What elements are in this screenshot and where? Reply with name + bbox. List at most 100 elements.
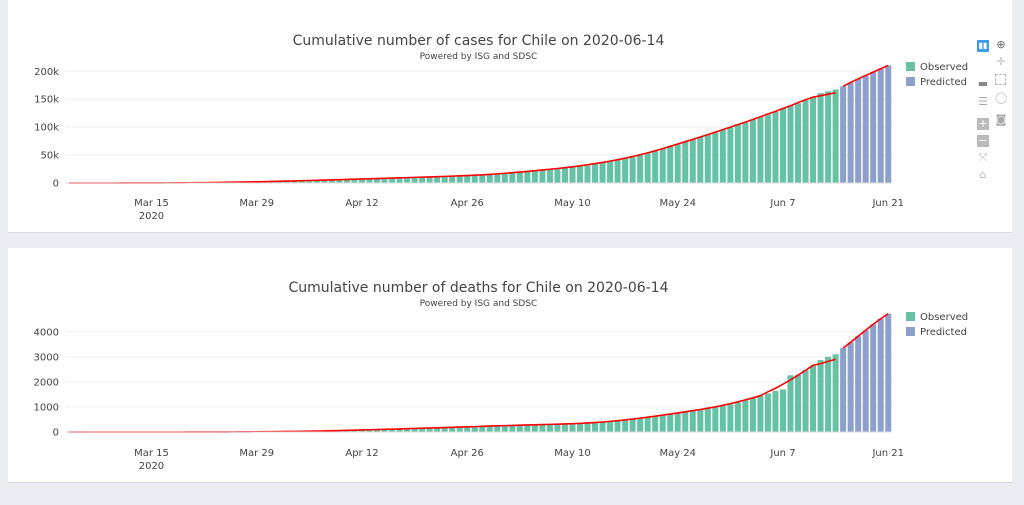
observed-bar[interactable] [727,404,734,432]
observed-bar[interactable] [351,179,358,183]
observed-bar[interactable] [456,175,463,183]
observed-bar[interactable] [561,167,568,183]
observed-bar[interactable] [539,424,546,432]
observed-bar[interactable] [351,430,358,432]
observed-bar[interactable] [441,176,448,183]
observed-bar[interactable] [704,408,711,432]
observed-bar[interactable] [494,426,501,432]
observed-bar[interactable] [276,181,283,183]
observed-bar[interactable] [501,173,508,183]
observed-bar[interactable] [644,153,651,183]
observed-bar[interactable] [697,137,704,183]
lasso-icon[interactable]: ◯ [995,91,1008,104]
observed-bar[interactable] [283,181,290,183]
observed-bar[interactable] [419,177,426,183]
observed-bar[interactable] [531,170,538,183]
observed-bar[interactable] [607,421,614,432]
observed-bar[interactable] [689,139,696,183]
observed-bar[interactable] [419,428,426,432]
observed-bar[interactable] [682,141,689,183]
observed-bar[interactable] [599,162,606,183]
observed-bar[interactable] [817,360,824,432]
observed-bar[interactable] [734,124,741,183]
observed-bar[interactable] [779,108,786,183]
observed-bar[interactable] [697,409,704,432]
observed-bar[interactable] [584,423,591,432]
observed-bar[interactable] [441,427,448,432]
observed-bar[interactable] [832,354,839,432]
observed-bar[interactable] [479,426,486,432]
observed-bar[interactable] [321,180,328,183]
observed-bar[interactable] [584,165,591,183]
observed-bar[interactable] [795,103,802,183]
observed-bar[interactable] [719,130,726,183]
observed-bar[interactable] [328,179,335,183]
predicted-bar[interactable] [885,65,892,183]
observed-bar[interactable] [622,158,629,183]
observed-bar[interactable] [471,175,478,183]
observed-bar[interactable] [727,127,734,183]
observed-bar[interactable] [607,160,614,183]
observed-bar[interactable] [637,418,644,432]
legend-item-observed[interactable]: Observed [920,312,968,323]
observed-bar[interactable] [742,122,749,183]
observed-bar[interactable] [524,424,531,432]
observed-bar[interactable] [629,157,636,183]
observed-bar[interactable] [509,172,516,183]
observed-bar[interactable] [404,177,411,183]
observed-bar[interactable] [667,146,674,183]
predicted-bar[interactable] [840,86,847,183]
observed-bar[interactable] [336,179,343,183]
bar-chart-icon[interactable]: ▮▮ [977,40,989,52]
observed-bar[interactable] [757,116,764,183]
observed-bar[interactable] [652,150,659,183]
predicted-bar[interactable] [855,336,862,432]
observed-bar[interactable] [411,177,418,183]
observed-bar[interactable] [554,424,561,432]
observed-bar[interactable] [396,177,403,183]
observed-bar[interactable] [471,426,478,432]
legend-swatch-observed[interactable] [906,62,915,71]
deaths-chart[interactable]: Cumulative number of deaths for Chile on… [8,248,1012,482]
observed-bar[interactable] [787,105,794,183]
observed-bar[interactable] [712,407,719,432]
observed-bar[interactable] [637,155,644,183]
observed-bar[interactable] [592,422,599,432]
legend-swatch-predicted[interactable] [906,327,915,336]
observed-bar[interactable] [689,410,696,432]
observed-bar[interactable] [659,148,666,183]
legend-swatch-predicted[interactable] [906,77,915,86]
observed-bar[interactable] [366,178,373,183]
observed-bar[interactable] [546,169,553,183]
observed-bar[interactable] [734,402,741,432]
observed-bar[interactable] [644,417,651,432]
predicted-bar[interactable] [862,330,869,432]
observed-bar[interactable] [381,178,388,183]
observed-bar[interactable] [313,180,320,183]
observed-bar[interactable] [464,175,471,183]
observed-bar[interactable] [531,424,538,432]
observed-bar[interactable] [516,425,523,432]
observed-bar[interactable] [358,429,365,432]
observed-bar[interactable] [306,180,313,183]
observed-bar[interactable] [381,429,388,432]
observed-bar[interactable] [772,111,779,183]
observed-bar[interactable] [764,114,771,183]
observed-bar[interactable] [817,93,824,183]
observed-bar[interactable] [599,422,606,432]
observed-bar[interactable] [569,423,576,432]
predicted-bar[interactable] [862,75,869,183]
hover-closest-icon[interactable]: ▬ [977,77,989,90]
zoom-icon[interactable]: ⊕ [996,38,1006,51]
observed-bar[interactable] [674,412,681,432]
observed-bar[interactable] [516,172,523,183]
observed-bar[interactable] [389,178,396,183]
observed-bar[interactable] [576,423,584,432]
observed-bar[interactable] [674,144,681,183]
zoom-out-icon[interactable]: − [977,134,989,147]
observed-bar[interactable] [501,425,508,432]
observed-bar[interactable] [614,420,621,432]
observed-bar[interactable] [772,390,779,432]
observed-bar[interactable] [576,166,584,183]
observed-bar[interactable] [373,429,381,432]
